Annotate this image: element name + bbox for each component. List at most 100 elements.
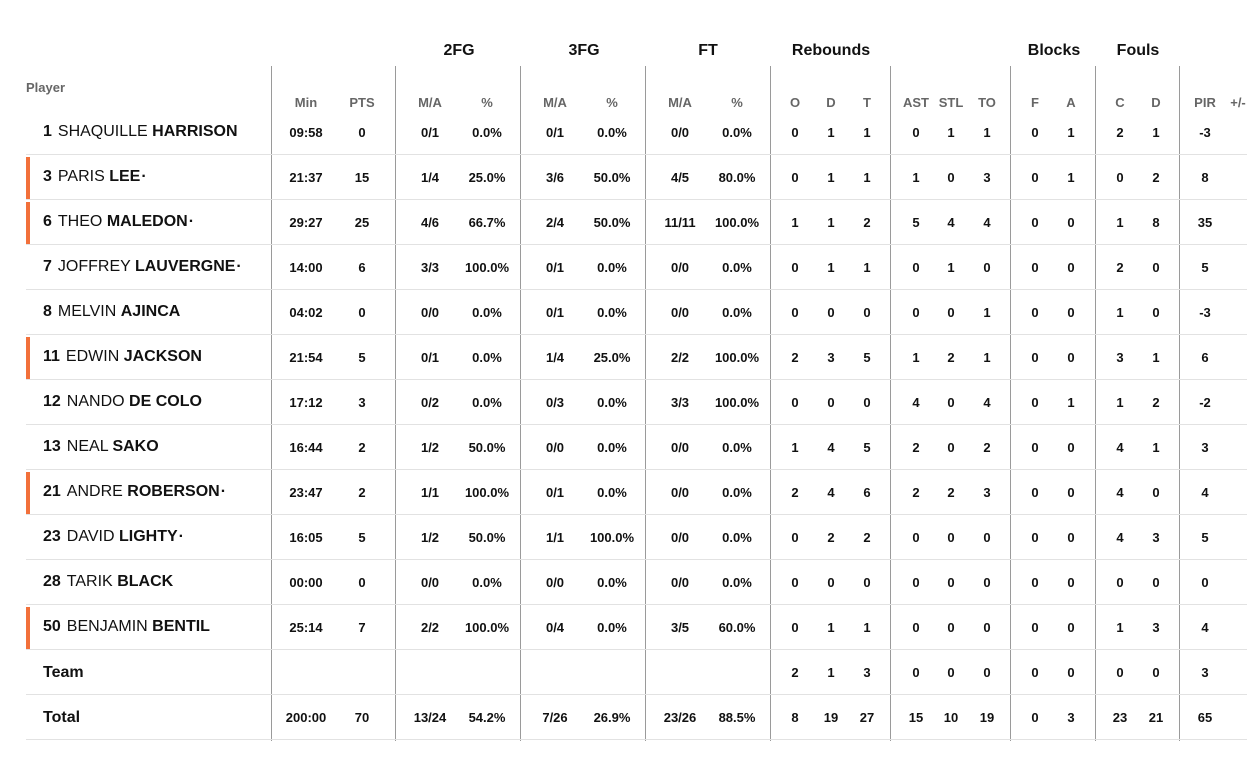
player-row[interactable]: 21 ANDRE ROBERSON· 23:47 2 1/1 100.0% 0/1 0.0% 0… xyxy=(26,470,1247,515)
row-separator xyxy=(26,334,1247,335)
stat-min: 23:47 xyxy=(289,485,323,500)
player-name[interactable]: 3 PARIS LEE· xyxy=(43,168,147,186)
player-name[interactable]: 6 THEO MALEDON· xyxy=(43,213,194,231)
stat-ast: 0 xyxy=(912,530,920,545)
stat-ft-pct: 0.0% xyxy=(722,305,752,320)
player-name[interactable]: 12 NANDO DE COLO xyxy=(43,393,202,411)
group-header-rebounds: Rebounds xyxy=(791,42,871,59)
player-row[interactable]: 1 SHAQUILLE HARRISON 09:58 0 0/1 0.0% 0/1 0.0% 0… xyxy=(26,110,1247,155)
player-last-name: AJINCA xyxy=(120,303,181,320)
stat-fg3-pct: 50.0% xyxy=(593,215,631,230)
stat-fg3-pct: 0.0% xyxy=(597,305,627,320)
player-name[interactable]: 7 JOFFREY LAUVERGNE· xyxy=(43,258,242,276)
player-first-name: EDWIN xyxy=(65,348,120,365)
stat-fg3-pct: 0.0% xyxy=(597,395,627,410)
stat-blk-f: 0 xyxy=(1031,215,1039,230)
stat-blk-a: 0 xyxy=(1067,530,1075,545)
player-row[interactable]: 6 THEO MALEDON· 29:27 25 4/6 66.7% 2/4 50.0% 11/… xyxy=(26,200,1247,245)
player-number: 8 xyxy=(43,303,52,320)
player-row[interactable]: 11 EDWIN JACKSON 21:54 5 0/1 0.0% 1/4 25.0% 2/2 1… xyxy=(26,335,1247,380)
player-row[interactable]: 50 BENJAMIN BENTIL 25:14 7 2/2 100.0% 0/4 0.0% 3… xyxy=(26,605,1247,650)
stat-pts: 5 xyxy=(358,350,366,365)
stat-reb-t: 2 xyxy=(863,530,871,545)
stat-foul-c: 2 xyxy=(1116,260,1124,275)
stat-ft-pct: 100.0% xyxy=(714,350,760,365)
group-header-blocks: Blocks xyxy=(1027,42,1081,59)
col-header-blk-f: F xyxy=(1031,95,1039,110)
stat-fg3-ma: 1/4 xyxy=(545,350,565,365)
stat-foul-d: 2 xyxy=(1152,170,1160,185)
stat-to: 0 xyxy=(983,260,991,275)
player-name[interactable]: 23 DAVID LIGHTY· xyxy=(43,528,184,546)
divider-ast xyxy=(890,66,891,741)
stat-foul-c: 1 xyxy=(1116,395,1124,410)
stat-reb-d: 3 xyxy=(827,350,835,365)
player-name[interactable]: 13 NEAL SAKO xyxy=(43,438,159,456)
stat-blk-a: 0 xyxy=(1067,620,1075,635)
player-last-name: JACKSON xyxy=(123,348,202,365)
player-name[interactable]: 28 TARIK BLACK xyxy=(43,573,173,591)
player-row[interactable]: 12 NANDO DE COLO 17:12 3 0/2 0.0% 0/3 0.0% 3/3 10… xyxy=(26,380,1247,425)
total-label: Total xyxy=(43,709,81,726)
starter-indicator xyxy=(26,472,30,514)
col-header-ft-pct: % xyxy=(731,95,743,110)
player-row[interactable]: 8 MELVIN AJINCA 04:02 0 0/0 0.0% 0/1 0.0% 0/0 0.0… xyxy=(26,290,1247,335)
stat-fg2-ma: 0/1 xyxy=(420,350,440,365)
stat-ft-pct: 0.0% xyxy=(722,440,752,455)
player-name[interactable]: 11 EDWIN JACKSON xyxy=(43,348,202,366)
stat-pir: 35 xyxy=(1197,215,1213,230)
stat-fg2-ma: 0/0 xyxy=(420,575,440,590)
stat-reb-d: 4 xyxy=(827,440,835,455)
stat-blk-f: 0 xyxy=(1031,485,1039,500)
stat-foul-d: 0 xyxy=(1152,575,1160,590)
stat-blk-f: 0 xyxy=(1031,620,1039,635)
stat-blk-a: 0 xyxy=(1067,215,1075,230)
stat-fg3-ma: 3/6 xyxy=(545,170,565,185)
player-row[interactable]: 7 JOFFREY LAUVERGNE· 14:00 6 3/3 100.0% 0/1 0.0… xyxy=(26,245,1247,290)
stat-reb-t: 5 xyxy=(863,440,871,455)
player-name[interactable]: 50 BENJAMIN BENTIL xyxy=(43,618,210,636)
stat-fg3-ma: 0/0 xyxy=(545,575,565,590)
stat-to: 4 xyxy=(983,215,991,230)
stat-fg3-ma: 0/1 xyxy=(545,125,565,140)
stat-foul-c: 4 xyxy=(1116,440,1124,455)
stat-foul-c: 0 xyxy=(1116,575,1124,590)
player-row[interactable]: 28 TARIK BLACK 00:00 0 0/0 0.0% 0/0 0.0% 0/0 0.0%… xyxy=(26,560,1247,605)
stat-reb-d: 1 xyxy=(827,260,835,275)
stat-blk-f: 0 xyxy=(1031,350,1039,365)
divider-blocks xyxy=(1010,66,1011,741)
player-row[interactable]: 3 PARIS LEE· 21:37 15 1/4 25.0% 3/6 50.0% 4/5 80.… xyxy=(26,155,1247,200)
stat-reb-o: 1 xyxy=(791,440,799,455)
stat-blk-f: 0 xyxy=(1031,305,1039,320)
stat-blk-a: 0 xyxy=(1067,665,1075,680)
stat-ft-pct: 88.5% xyxy=(718,710,756,725)
row-separator xyxy=(26,739,1247,740)
stat-fg3-ma: 0/3 xyxy=(545,395,565,410)
row-separator xyxy=(26,154,1247,155)
player-name[interactable]: 8 MELVIN AJINCA xyxy=(43,303,180,321)
player-last-name: LEE xyxy=(109,168,141,185)
stat-ft-pct: 0.0% xyxy=(722,530,752,545)
stat-min: 16:05 xyxy=(289,530,323,545)
stat-pir: 6 xyxy=(1201,350,1209,365)
player-number: 13 xyxy=(43,438,61,455)
stat-to: 0 xyxy=(983,665,991,680)
player-first-name: JOFFREY xyxy=(57,258,131,275)
player-name[interactable]: 21 ANDRE ROBERSON· xyxy=(43,483,226,501)
stat-foul-c: 2 xyxy=(1116,125,1124,140)
stat-blk-a: 0 xyxy=(1067,305,1075,320)
stat-ft-ma: 3/3 xyxy=(670,395,690,410)
stat-fg3-pct: 0.0% xyxy=(597,260,627,275)
stat-foul-d: 1 xyxy=(1152,440,1160,455)
stat-reb-d: 1 xyxy=(827,215,835,230)
player-name[interactable]: 1 SHAQUILLE HARRISON xyxy=(43,123,238,141)
player-first-name: PARIS xyxy=(57,168,105,185)
col-header-player: Player xyxy=(26,80,66,95)
player-last-name: ROBERSON xyxy=(127,483,220,500)
player-row[interactable]: 23 DAVID LIGHTY· 16:05 5 1/2 50.0% 1/1 100.0% 0/… xyxy=(26,515,1247,560)
player-last-name: HARRISON xyxy=(152,123,238,140)
stat-foul-d: 0 xyxy=(1152,485,1160,500)
stat-foul-c: 1 xyxy=(1116,305,1124,320)
stat-stl: 1 xyxy=(947,125,955,140)
player-row[interactable]: 13 NEAL SAKO 16:44 2 1/2 50.0% 0/0 0.0% 0/0 0.0% 1… xyxy=(26,425,1247,470)
